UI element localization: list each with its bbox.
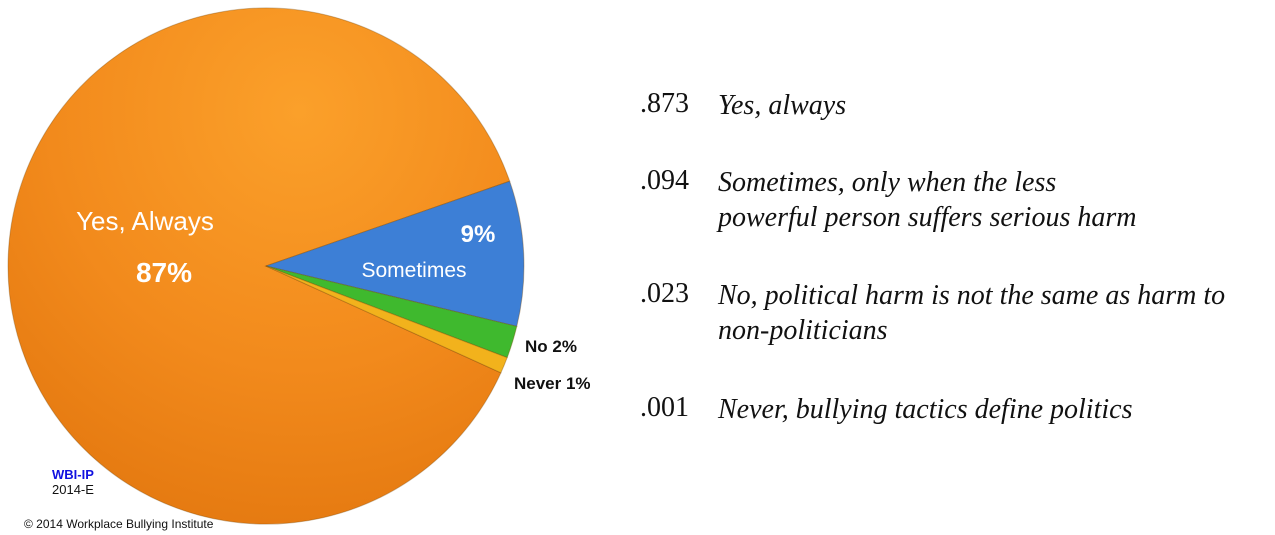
slice-no xyxy=(265,265,518,359)
legend-value: .873 xyxy=(640,88,689,119)
slice-label-yes-always: Yes, Always xyxy=(76,206,214,236)
source-code: 2014-E xyxy=(52,482,94,497)
legend-text: Never, bullying tactics define politics xyxy=(718,394,1133,425)
legend-item-sometimes: .094 Sometimes, only when the less power… xyxy=(640,165,1138,235)
copyright-note: © 2014 Workplace Bullying Institute xyxy=(24,517,214,531)
slice-label-never: Never 1% xyxy=(514,374,591,393)
slice-never xyxy=(265,265,508,374)
pie-chart: Yes, Always 87% 9% Sometimes No 2% Never 1% W… xyxy=(7,7,591,531)
legend-item-no: .023 No, political harm is not the same … xyxy=(640,278,1275,348)
legend-text: Sometimes, only when the less powerful p… xyxy=(718,167,1137,233)
legend-value: .001 xyxy=(640,392,689,423)
slice-value-sometimes: 9% xyxy=(461,221,496,248)
legend-item-never: .001 Never, bullying tactics define poli… xyxy=(640,392,1268,427)
source-tag: WBI-IP xyxy=(52,467,94,482)
legend-value: .023 xyxy=(640,278,689,309)
slice-label-sometimes: Sometimes xyxy=(361,259,466,282)
slice-value-yes-always: 87% xyxy=(136,257,192,288)
slice-label-no: No 2% xyxy=(525,337,577,356)
legend-item-yes: .873 Yes, always xyxy=(640,88,1268,123)
slice-sometimes xyxy=(264,180,525,328)
legend-text: Yes, always xyxy=(718,90,847,121)
legend-value: .094 xyxy=(640,165,689,196)
slice-yes-always xyxy=(7,7,511,525)
legend-text: No, political harm is not the same as ha… xyxy=(718,280,1226,346)
